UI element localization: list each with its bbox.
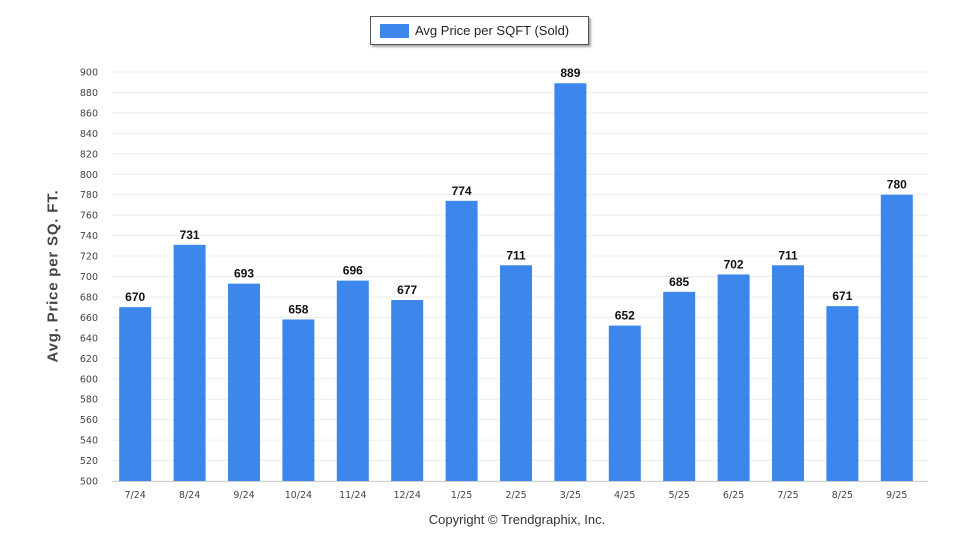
bar (282, 319, 315, 481)
bar (228, 283, 260, 481)
y-tick-label: 800 (80, 170, 98, 181)
y-tick-label: 520 (80, 456, 98, 467)
data-label: 685 (669, 275, 689, 289)
data-label: 693 (234, 267, 254, 281)
data-label: 774 (452, 184, 472, 198)
y-tick-label: 620 (80, 354, 98, 365)
x-tick-label: 7/24 (125, 490, 146, 501)
x-tick-label: 5/25 (669, 490, 690, 501)
legend-swatch (380, 23, 409, 38)
bar (663, 291, 696, 481)
bar (608, 325, 641, 481)
x-tick-label: 4/25 (614, 490, 635, 501)
data-label: 696 (343, 264, 363, 278)
y-tick-label: 580 (80, 395, 98, 406)
y-tick-label: 700 (80, 272, 98, 283)
y-tick-label: 720 (80, 252, 98, 263)
y-tick-label: 760 (80, 211, 98, 222)
bar (772, 265, 804, 481)
y-axis-title: Avg. Price per SQ. FT. (44, 189, 62, 363)
data-label: 670 (125, 290, 145, 304)
x-tick-label: 8/24 (179, 490, 200, 501)
y-tick-label: 640 (80, 333, 98, 344)
bar (826, 306, 859, 481)
y-tick-label: 860 (80, 108, 98, 119)
x-tick-label: 6/25 (723, 490, 744, 501)
bar (445, 200, 478, 481)
y-tick-label: 680 (80, 292, 98, 303)
y-axis-ticks: 500 520 540 560 580 600 620 640 660 680 700 720 740 7… (80, 68, 98, 488)
y-tick-label: 600 (80, 374, 98, 385)
data-label: 671 (832, 289, 852, 303)
legend[interactable]: Avg Price per SQFT (Sold) (370, 16, 589, 45)
y-tick-label: 660 (80, 313, 98, 324)
bar (391, 300, 424, 481)
y-tick-label: 540 (80, 436, 98, 447)
legend-label: Avg Price per SQFT (Sold) (415, 23, 570, 38)
y-tick-label: 840 (80, 129, 98, 140)
data-label: 658 (288, 302, 308, 316)
data-labels: 670 731 693 658 696 677 774 711 889 652 685 702 711 6… (125, 66, 907, 322)
bar (336, 280, 369, 481)
bar (173, 244, 206, 481)
data-label: 711 (778, 248, 798, 262)
x-axis-ticks: 7/24 8/24 9/24 10/24 11/24 12/24 1/25 2/25 3/25 4… (125, 490, 908, 501)
x-tick-label: 3/25 (560, 490, 581, 501)
x-tick-label: 9/24 (233, 490, 254, 501)
x-tick-label: 1/25 (451, 490, 472, 501)
bar (554, 83, 587, 481)
y-tick-label: 500 (80, 477, 98, 488)
x-tick-label: 12/24 (394, 490, 421, 501)
data-label: 677 (397, 283, 417, 297)
y-tick-label: 740 (80, 231, 98, 242)
data-label: 731 (180, 228, 200, 242)
x-tick-label: 9/25 (886, 490, 907, 501)
y-tick-label: 900 (80, 68, 98, 79)
bar (500, 265, 532, 481)
x-tick-label: 7/25 (777, 490, 798, 501)
data-label: 652 (615, 309, 635, 323)
x-tick-label: 2/25 (505, 490, 526, 501)
y-tick-label: 780 (80, 190, 98, 201)
copyright-text: Copyright © Trendgraphix, Inc. (428, 512, 606, 527)
data-label: 780 (887, 178, 907, 192)
data-label: 889 (560, 66, 580, 80)
bar (880, 194, 913, 481)
y-tick-label: 560 (80, 415, 98, 426)
y-tick-label: 820 (80, 149, 98, 160)
x-tick-label: 8/25 (832, 490, 853, 501)
bars (119, 83, 913, 481)
data-label: 711 (506, 248, 526, 262)
bar (119, 307, 152, 481)
data-label: 702 (724, 257, 744, 271)
bar (717, 274, 750, 481)
y-tick-label: 880 (80, 88, 98, 99)
x-tick-label: 10/24 (285, 490, 312, 501)
x-tick-label: 11/24 (339, 490, 366, 501)
